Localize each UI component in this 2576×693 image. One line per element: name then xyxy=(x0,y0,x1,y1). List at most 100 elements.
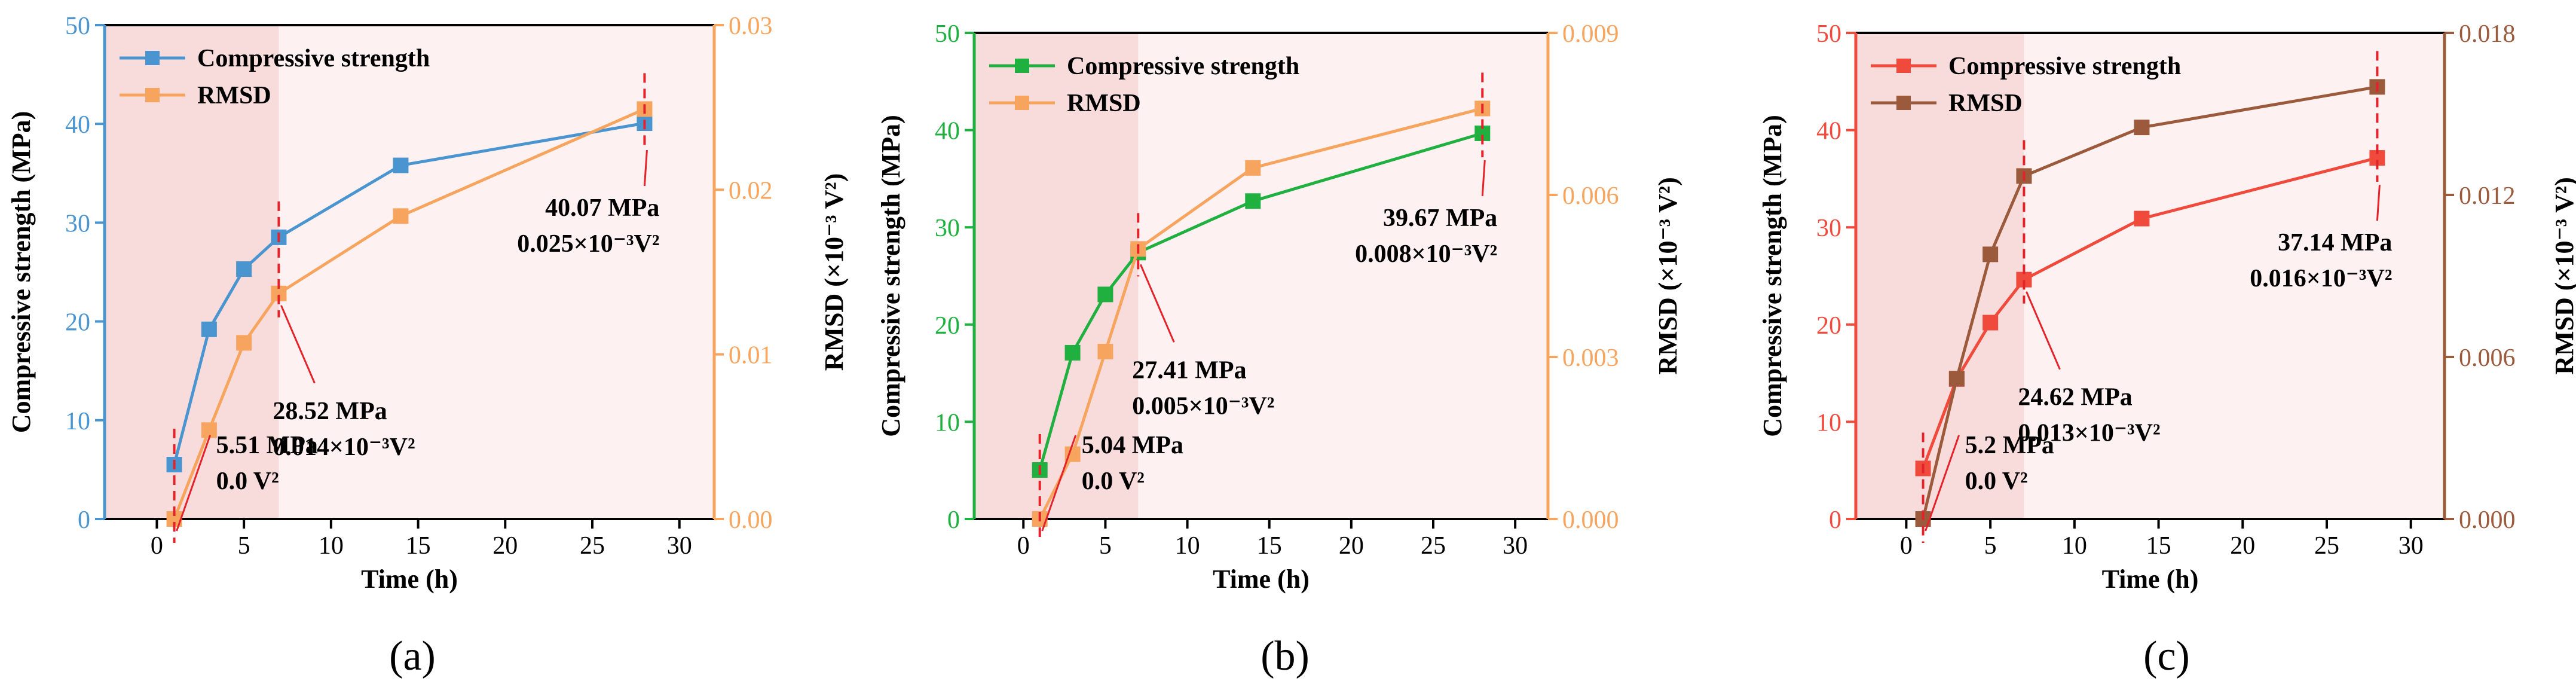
annotation-rmsd: 0.016×10⁻³V² xyxy=(2250,265,2392,292)
y-right-tick-label: 0.009 xyxy=(1562,20,1619,48)
series-line-strength xyxy=(1038,132,1483,471)
x-tick-label: 25 xyxy=(580,532,605,560)
y-right-axis-label: RMSD (×10⁻³ V²) xyxy=(2550,177,2576,375)
annotation-rmsd: 0.008×10⁻³V² xyxy=(1355,240,1497,268)
data-point-rmsd xyxy=(2134,120,2150,136)
x-tick-label: 25 xyxy=(2314,532,2339,560)
y-left-tick-label: 0 xyxy=(1829,506,1841,534)
annotation-arrow xyxy=(2026,291,2061,370)
data-point-strength xyxy=(201,321,217,337)
y-left-tick-label: 30 xyxy=(935,215,960,242)
annotation-arrow xyxy=(1041,435,1077,532)
y-right-tick-label: 0.018 xyxy=(2459,20,2516,48)
y-left-tick-label: 10 xyxy=(935,409,960,436)
legend-marker xyxy=(145,88,160,102)
series-line-rmsd xyxy=(1038,107,1483,520)
panel-label: (b) xyxy=(1261,633,1310,679)
data-point-strength xyxy=(236,261,252,277)
legend-marker xyxy=(145,51,160,65)
annotation-arrow xyxy=(176,435,211,532)
annotation-arrow xyxy=(2376,185,2381,221)
y-left-tick-label: 10 xyxy=(65,408,90,435)
y-left-tick-label: 0 xyxy=(78,506,90,534)
y-left-tick-label: 40 xyxy=(1816,118,1841,145)
x-tick-label: 0 xyxy=(1017,532,1030,560)
legend-entry: RMSD xyxy=(1948,90,2023,117)
y-right-tick-label: 0.03 xyxy=(729,13,773,40)
x-tick-label: 0 xyxy=(1900,532,1913,560)
x-tick-label: 30 xyxy=(667,532,692,560)
annotation-strength: 27.41 MPa xyxy=(1132,356,1246,384)
annotation-strength: 37.14 MPa xyxy=(2278,229,2392,257)
series-line-strength xyxy=(173,121,645,465)
x-tick-label: 15 xyxy=(406,532,431,560)
y-right-tick-label: 0.000 xyxy=(2459,506,2516,534)
data-point-strength xyxy=(1064,344,1081,361)
chart-panel-3: 0 5 10 15 20 25 30 Time (h) 0 10 20 30 40 50 Compressi… xyxy=(1758,20,2576,679)
x-tick-label: 15 xyxy=(1257,532,1282,560)
x-tick-label: 0 xyxy=(151,532,163,560)
x-tick-label: 20 xyxy=(492,532,518,560)
data-point-rmsd xyxy=(1245,160,1261,176)
y-left-axis-label: Compressive strength (MPa) xyxy=(876,115,905,437)
data-point-strength xyxy=(1983,315,1999,331)
x-tick-label: 30 xyxy=(2398,532,2424,560)
y-right-tick-label: 0.02 xyxy=(729,177,773,204)
y-right-tick-label: 0.006 xyxy=(2459,344,2516,372)
x-tick-label: 20 xyxy=(1339,532,1364,560)
y-left-tick-label: 20 xyxy=(65,309,90,337)
data-point-rmsd xyxy=(1097,343,1113,359)
x-tick-label: 10 xyxy=(2062,532,2087,560)
y-right-axis-label: RMSD (×10⁻³ V²) xyxy=(819,173,849,371)
x-tick-label: 5 xyxy=(238,532,250,560)
annotation-rmsd: 0.013×10⁻³V² xyxy=(2018,420,2160,447)
data-point-strength xyxy=(1245,193,1261,209)
x-tick-label: 15 xyxy=(2146,532,2171,560)
legend-marker xyxy=(1896,59,1911,73)
shaded-region xyxy=(1856,33,2024,519)
y-left-tick-label: 0 xyxy=(947,506,960,534)
y-right-tick-label: 0.01 xyxy=(729,342,773,370)
y-left-tick-label: 10 xyxy=(1816,409,1841,436)
x-tick-label: 5 xyxy=(1984,532,1997,560)
data-point-strength xyxy=(1097,286,1113,303)
y-right-tick-label: 0.003 xyxy=(1562,344,1619,372)
x-tick-label: 10 xyxy=(1175,532,1200,560)
series-line-rmsd xyxy=(1922,85,2378,520)
series-line-rmsd xyxy=(173,108,645,520)
shaded-region xyxy=(974,33,1139,519)
annotation-rmsd: 0.0 V² xyxy=(1965,468,2028,495)
legend-marker xyxy=(1015,59,1029,73)
x-tick-label: 30 xyxy=(1503,532,1528,560)
annotation-arrow xyxy=(1925,435,1960,532)
annotation-rmsd: 0.0 V² xyxy=(216,468,279,495)
x-axis-label: Time (h) xyxy=(361,564,458,594)
legend-marker xyxy=(1015,96,1029,110)
legend-entry: RMSD xyxy=(197,82,271,109)
y-left-tick-label: 40 xyxy=(935,118,960,145)
legend-entry: RMSD xyxy=(1067,90,1141,117)
y-left-tick-label: 40 xyxy=(65,111,90,139)
x-axis-label: Time (h) xyxy=(2102,564,2199,594)
y-left-tick-label: 30 xyxy=(65,210,90,237)
x-axis-label: Time (h) xyxy=(1213,564,1310,594)
chart-panel-2: 0 5 10 15 20 25 30 Time (h) 0 10 20 30 40 50 Compressi… xyxy=(876,20,1682,679)
chart-panel-1: 0 5 10 15 20 25 30 Time (h) 0 10 20 30 40 50 Compressi… xyxy=(7,13,849,679)
annotation-strength: 28.52 MPa xyxy=(273,398,387,425)
y-left-tick-label: 20 xyxy=(935,312,960,340)
y-right-tick-label: 0.006 xyxy=(1562,182,1619,210)
legend-entry: Compressive strength xyxy=(1948,53,2181,80)
annotation-arrow xyxy=(1481,160,1486,197)
annotation-arrow xyxy=(1139,264,1175,343)
y-right-tick-label: 0.012 xyxy=(2459,182,2516,210)
annotation-rmsd: 0.0 V² xyxy=(1082,468,1145,495)
legend-entry: Compressive strength xyxy=(1067,53,1299,80)
x-tick-label: 25 xyxy=(1421,532,1446,560)
annotation-rmsd: 0.025×10⁻³V² xyxy=(517,230,659,258)
data-point-rmsd xyxy=(201,422,217,438)
data-point-rmsd xyxy=(236,335,252,351)
annotation-arrow xyxy=(280,305,316,384)
panel-label: (c) xyxy=(2143,633,2190,679)
